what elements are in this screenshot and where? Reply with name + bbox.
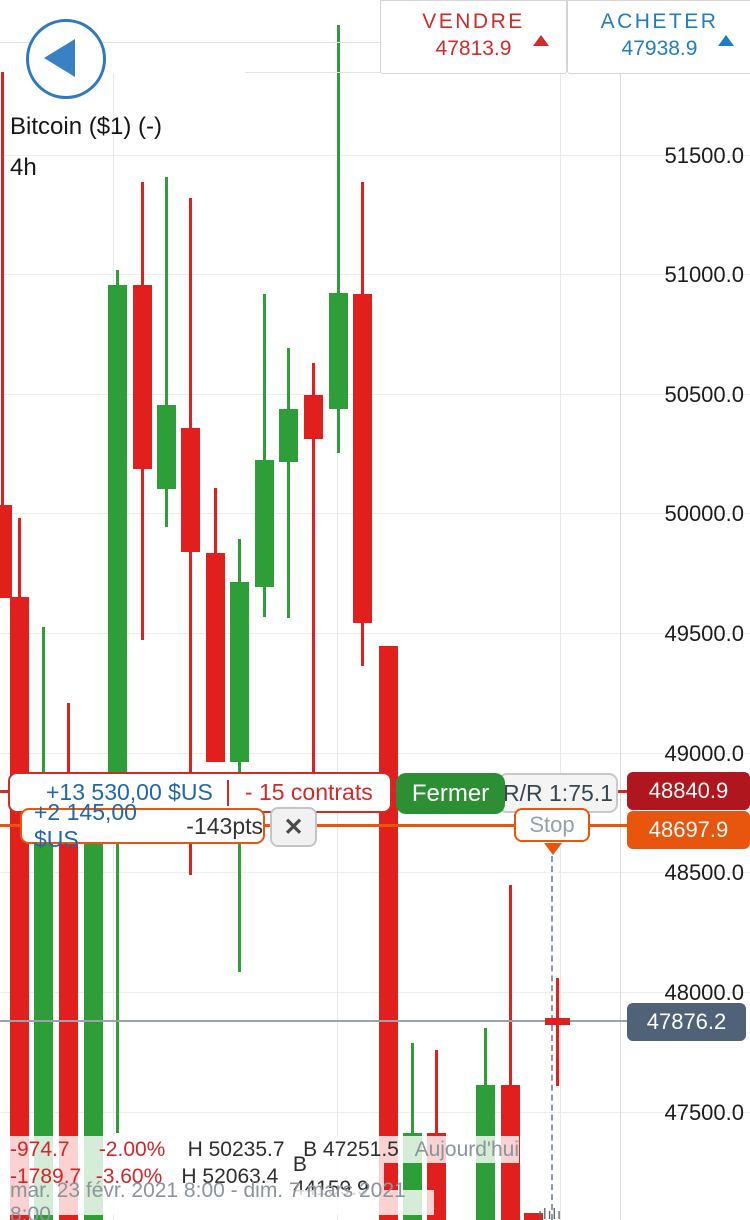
sell-label: VENDRE <box>422 10 525 33</box>
candle-down <box>59 815 78 1220</box>
header-divider-2 <box>245 72 381 73</box>
y-axis-label: 51500.0 <box>664 143 744 168</box>
risk-reward-badge: R/R 1:75.1 <box>498 773 618 813</box>
y-axis-label: 47500.0 <box>664 1100 744 1125</box>
total-pnl-value: +13 530,00 $US <box>46 779 213 805</box>
candle-down <box>10 597 29 1220</box>
open-pnl-box[interactable]: +2 145,00 $US -143pts <box>20 799 265 852</box>
h-gridline <box>0 992 750 993</box>
v-gridline <box>337 73 338 1220</box>
sell-button[interactable]: VENDRE 47813.9 <box>380 0 567 74</box>
h-gridline <box>0 513 750 514</box>
clipped-x-axis-label: ılılı <box>538 1206 563 1220</box>
candle-down <box>181 428 200 552</box>
candle-down <box>206 553 225 762</box>
change-percent: -2.00% <box>98 1137 166 1161</box>
position-summary-box[interactable]: +13 530,00 $US - 15 contrats <box>8 772 392 813</box>
current-bar-dashed-line <box>551 856 553 1220</box>
session-high: H 50235.7 <box>187 1137 285 1161</box>
y-axis-label: 48500.0 <box>664 860 744 885</box>
change-value-2: -1789.7 <box>10 1164 82 1188</box>
back-button[interactable] <box>26 19 106 99</box>
buy-price: 47938.9 <box>621 37 698 60</box>
candle-down <box>524 1213 543 1220</box>
candle-down <box>545 1018 570 1025</box>
candle-wick <box>411 1043 414 1220</box>
y-axis-label: 48000.0 <box>664 980 744 1005</box>
session-low: B 47251.5 <box>303 1137 399 1161</box>
instrument-title: Bitcoin ($1) (-) <box>10 113 163 140</box>
stop-order-badge[interactable]: Stop <box>514 808 590 842</box>
stop-pointer-icon <box>544 843 562 855</box>
candle-wick <box>312 363 315 772</box>
dismiss-button[interactable]: ✕ <box>270 807 317 847</box>
y-axis-label: 49000.0 <box>664 741 744 766</box>
candle-wick <box>1 72 4 597</box>
h-gridline <box>0 872 750 873</box>
h-gridline <box>0 633 750 634</box>
period-high: H 52063.4 <box>181 1164 279 1188</box>
candle-wick <box>165 177 168 527</box>
session-name: Aujourd'hui <box>414 1137 519 1161</box>
back-arrow-icon <box>44 39 75 77</box>
stop-price-tag[interactable]: 48697.9 <box>627 811 750 849</box>
h-gridline <box>0 394 750 395</box>
change-percent-2: -3.60% <box>95 1164 163 1188</box>
buy-arrow-up-icon <box>718 35 734 46</box>
candle-up <box>84 830 103 1220</box>
y-axis-label: 49500.0 <box>664 621 744 646</box>
close-position-button[interactable]: Fermer <box>396 773 505 814</box>
y-axis-label: 50000.0 <box>664 501 744 526</box>
candle-down <box>353 294 372 623</box>
candle-wick <box>337 25 340 453</box>
candle-up <box>230 582 249 762</box>
v-gridline <box>560 73 561 1220</box>
candle-wick <box>263 294 266 617</box>
current-price-line <box>0 1020 628 1022</box>
candle-wick <box>509 885 512 1220</box>
h-gridline <box>0 753 750 754</box>
candle-down <box>0 505 12 598</box>
open-pnl-value: +2 145,00 $US <box>34 799 137 852</box>
y-axis-label: 50500.0 <box>664 382 744 407</box>
candle-up <box>34 810 53 1220</box>
h-gridline <box>0 1112 750 1113</box>
header-divider <box>0 42 381 43</box>
y-axis-border <box>620 73 621 1220</box>
candle-up <box>108 285 127 773</box>
date-range-label: mar. 23 févr. 2021 8:00 - dim. 7 mars 20… <box>0 1179 434 1220</box>
h-gridline <box>0 274 750 275</box>
candle-down <box>304 395 323 439</box>
candle-up <box>255 460 274 587</box>
candle-up <box>157 405 176 489</box>
candle-up <box>329 293 348 409</box>
limit-price-tag[interactable]: 48840.9 <box>627 772 750 810</box>
buy-button[interactable]: ACHETER 47938.9 <box>567 0 750 74</box>
points-value: -143pts <box>186 812 263 839</box>
candle-up <box>279 409 298 462</box>
candle-down <box>379 646 398 1220</box>
candle-wick <box>556 978 559 1086</box>
y-axis-label: 51000.0 <box>664 262 744 287</box>
timeframe-label[interactable]: 4h <box>10 154 37 181</box>
candle-wick <box>287 348 290 618</box>
sell-arrow-up-icon <box>533 35 549 46</box>
current-price-tag: 47876.2 <box>627 1003 746 1041</box>
session-stats-row-1: -974.7 -2.00% H 50235.7 B 47251.5 Aujour… <box>0 1136 519 1163</box>
pnl-divider <box>226 779 229 806</box>
candle-down <box>133 285 152 469</box>
contracts-count: - 15 contrats <box>244 779 373 805</box>
h-gridline <box>0 155 750 156</box>
change-value: -974.7 <box>10 1137 70 1161</box>
sell-price: 47813.9 <box>435 37 512 60</box>
buy-label: ACHETER <box>600 10 719 33</box>
